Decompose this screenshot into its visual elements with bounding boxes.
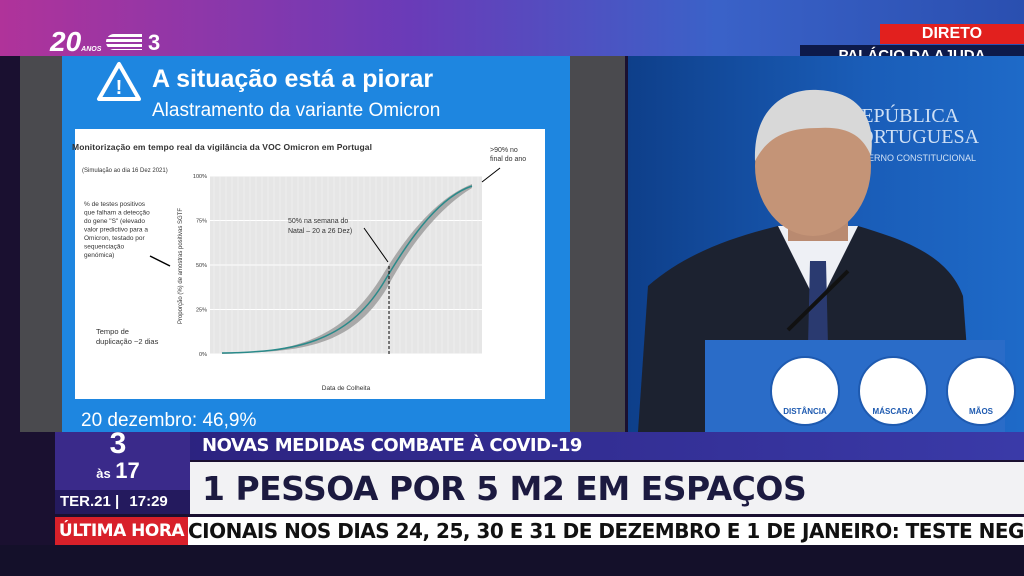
clock: 17:29 bbox=[129, 493, 168, 510]
note-line: sequenciação bbox=[84, 244, 124, 251]
hair bbox=[754, 89, 872, 161]
slide-footer: 20 dezembro: 46,9% bbox=[81, 410, 256, 431]
ticker-text: CIONAIS NOS DIAS 24, 25, 30 E 31 DE DEZE… bbox=[188, 519, 1024, 543]
program-time: 17 bbox=[115, 458, 140, 483]
backdrop-line: REPÚBLICA bbox=[848, 105, 960, 127]
note-line: Omicron, testado por bbox=[84, 235, 146, 242]
left-note: % de testes positivos que falham a detecç… bbox=[84, 201, 150, 259]
program-logo: 3 às 17 bbox=[88, 427, 148, 484]
ticker-label: ÚLTIMA HORA bbox=[55, 517, 188, 545]
left-arrow bbox=[149, 255, 171, 267]
y-tick-label: 75% bbox=[196, 219, 207, 225]
note-line: do gene "S" (elevado bbox=[84, 218, 145, 225]
backdrop-text: REPÚBLICA PORTUGUESA GOVERNO CONSTITUCIO… bbox=[848, 106, 979, 169]
note-line: final do ano bbox=[490, 156, 526, 163]
y-tick-label: 50% bbox=[196, 263, 207, 269]
kicker-bar bbox=[55, 432, 1024, 460]
channel-number: 3 bbox=[148, 30, 161, 55]
chart-title: Monitorização em tempo real da vigilânci… bbox=[72, 142, 372, 152]
y-axis-label: Proporção (%) de amostras positivas SGTF bbox=[178, 208, 184, 324]
podium-icon: DISTÂNCIA bbox=[770, 356, 840, 426]
kicker: NOVAS MEDIDAS COMBATE À COVID-19 bbox=[202, 435, 582, 456]
trend-line bbox=[221, 185, 473, 354]
mid-arrow bbox=[363, 227, 389, 263]
note-line: duplicação ~2 dias bbox=[96, 337, 159, 346]
note-line: Natal – 20 a 26 Dez) bbox=[288, 228, 352, 235]
y-tick-label: 25% bbox=[196, 308, 207, 314]
bottom-strip bbox=[0, 545, 1024, 576]
date-bar bbox=[55, 490, 190, 514]
microphone bbox=[786, 269, 850, 332]
logo: 20ANOS bbox=[50, 26, 101, 58]
y-tick-label: 100% bbox=[193, 174, 207, 180]
warning-icon bbox=[97, 62, 141, 101]
y-tick-label: 0% bbox=[199, 352, 207, 358]
note-line: >90% no bbox=[490, 147, 518, 154]
simulation-note: (Simulação ao dia 16 Dez 2021) bbox=[82, 168, 168, 174]
podium-icons: DISTÂNCIA MÁSCARA MÃOS bbox=[770, 356, 1016, 426]
podium-label: MÁSCARA bbox=[872, 407, 914, 416]
mid-note: 50% na semana do Natal – 20 a 26 Dez) bbox=[288, 218, 352, 235]
note-line: valor predictivo para a bbox=[84, 227, 148, 234]
live-label: DIRETO bbox=[880, 24, 1024, 44]
backdrop-line: GOVERNO CONSTITUCIONAL bbox=[848, 153, 977, 163]
program-number: 3 bbox=[109, 427, 127, 460]
logo-sub: ANOS bbox=[81, 46, 102, 53]
podium-label: DISTÂNCIA bbox=[783, 407, 827, 416]
note-line: genómica) bbox=[84, 252, 114, 259]
note-line: que falham a detecção bbox=[84, 210, 150, 217]
note-line: % de testes positivos bbox=[84, 201, 146, 208]
headline-bar bbox=[190, 462, 1024, 514]
top-note: >90% no final do ano bbox=[490, 147, 526, 163]
logo-number: 20 bbox=[50, 26, 82, 57]
x-axis-label: Data de Colheita bbox=[322, 385, 371, 392]
ticker-bar: CIONAIS NOS DIAS 24, 25, 30 E 31 DE DEZE… bbox=[188, 517, 1024, 545]
backdrop-line: PORTUGUESA bbox=[848, 126, 980, 148]
podium-icon: MÁSCARA bbox=[858, 356, 928, 426]
note-line: 50% na semana do bbox=[288, 218, 348, 225]
channel-icon bbox=[106, 34, 142, 50]
date: TER.21 bbox=[60, 493, 111, 510]
slide-title: A situação está a piorar bbox=[152, 65, 433, 93]
date-clock: TER.21 | 17:29 bbox=[60, 493, 168, 510]
tie bbox=[808, 261, 828, 356]
slide-subtitle: Alastramento da variante Omicron bbox=[152, 100, 440, 121]
top-arrow bbox=[481, 167, 501, 183]
note-line: Tempo de bbox=[96, 327, 129, 336]
program-box bbox=[55, 432, 190, 490]
podium-label: MÃOS bbox=[969, 407, 993, 416]
program-mid: às bbox=[96, 466, 111, 481]
slide-graphics: ! A situação está a piorar Alastramento … bbox=[72, 62, 545, 431]
podium-icon: MÃOS bbox=[946, 356, 1016, 426]
warning-mark: ! bbox=[116, 77, 123, 99]
